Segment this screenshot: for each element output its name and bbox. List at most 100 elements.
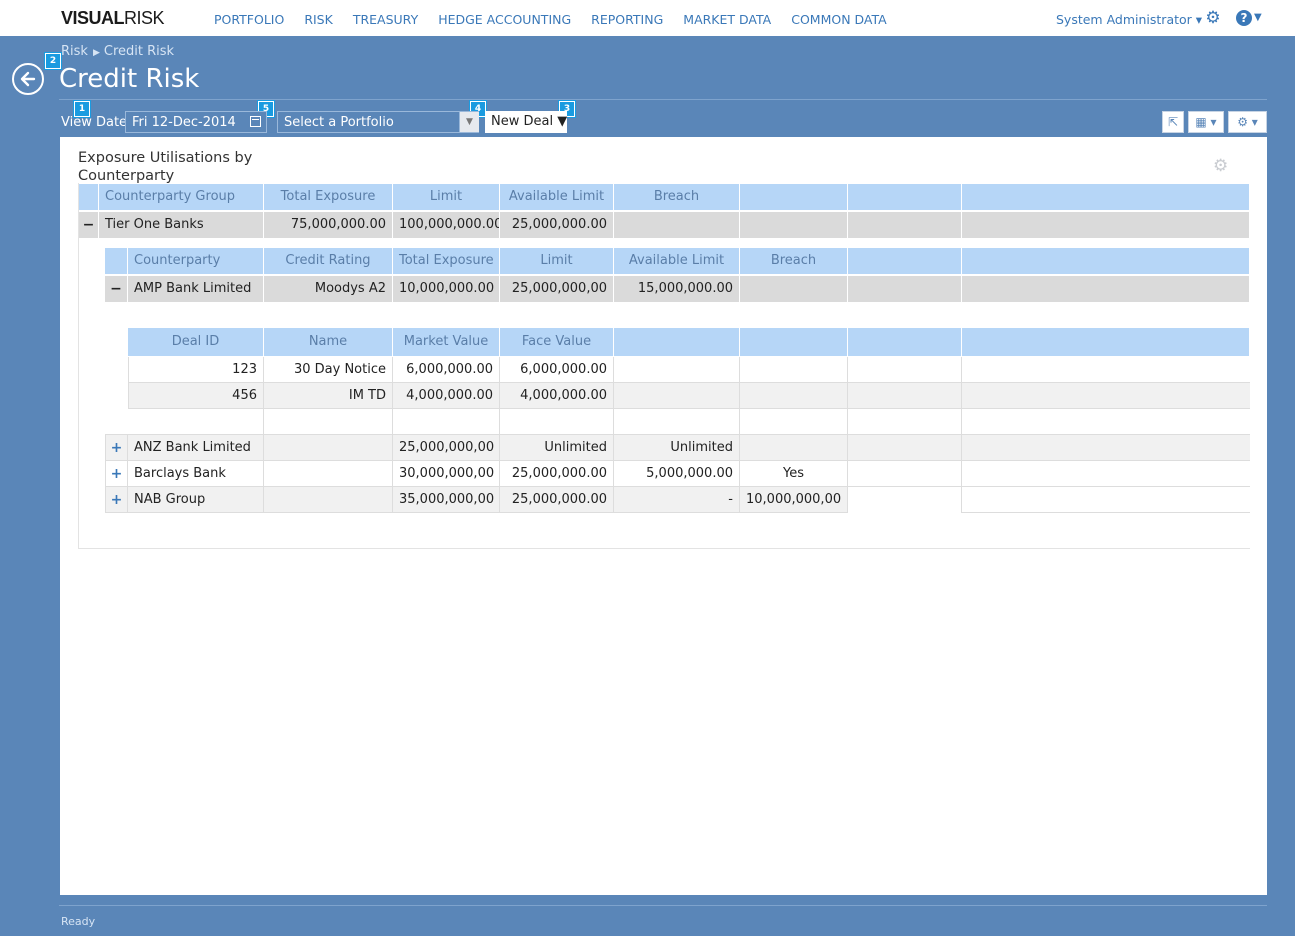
deal-name: 30 Day Notice	[264, 357, 393, 383]
portfolio-select[interactable]: Select a Portfolio	[277, 111, 479, 133]
header-total-exposure[interactable]: Total Exposure	[393, 248, 500, 274]
limit: 25,000,000,00	[500, 276, 614, 302]
face-value: 6,000,000.00	[500, 357, 614, 383]
status-divider	[59, 905, 1267, 906]
header-market-value[interactable]: Market Value	[393, 328, 500, 356]
counterparty-row[interactable]: + NAB Group 35,000,000,00 25,000,000.00 …	[105, 487, 1250, 513]
title-divider	[59, 99, 1267, 100]
toolbar-settings-gear-icon[interactable]: ⚙ ▾	[1228, 111, 1267, 133]
nav-common-data[interactable]: COMMON DATA	[791, 12, 887, 27]
empty-cell	[500, 409, 614, 435]
empty-cell	[848, 435, 962, 461]
limit: 25,000,000.00	[500, 461, 614, 487]
deal-id: 456	[128, 383, 264, 409]
counterparty-row[interactable]: + Barclays Bank 30,000,000,00 25,000,000…	[105, 461, 1250, 487]
nav-hedge-accounting[interactable]: HEDGE ACCOUNTING	[438, 12, 572, 27]
calendar-icon[interactable]	[250, 116, 261, 127]
face-value: 4,000,000.00	[500, 383, 614, 409]
header-empty	[848, 248, 962, 274]
portfolio-dropdown-button[interactable]: ▼	[459, 112, 479, 132]
empty-cell	[264, 409, 393, 435]
view-date-label: View Date	[61, 115, 128, 130]
header-available-limit[interactable]: Available Limit	[500, 184, 614, 210]
empty-cell	[740, 409, 848, 435]
deal-row[interactable]: 123 30 Day Notice 6,000,000.00 6,000,000…	[128, 357, 1250, 383]
deal-header-row: Deal ID Name Market Value Face Value	[128, 328, 1250, 356]
counterparty-row[interactable]: − AMP Bank Limited Moodys A2 10,000,000.…	[105, 276, 1250, 302]
group-row[interactable]: − Tier One Banks 75,000,000.00 100,000,0…	[79, 212, 1250, 238]
counterparty-name: Barclays Bank	[128, 461, 264, 487]
app-logo[interactable]: VISUALRISK	[61, 8, 165, 28]
collapse-icon[interactable]: −	[79, 212, 99, 238]
nav-risk[interactable]: RISK	[304, 12, 333, 27]
empty-cell	[105, 409, 264, 435]
breach	[740, 435, 848, 461]
breadcrumb-risk[interactable]: Risk	[61, 44, 88, 59]
panel-title: Exposure Utilisations by Counterparty	[78, 150, 253, 184]
empty-cell	[848, 409, 962, 435]
header-counterparty-group[interactable]: Counterparty Group	[99, 184, 264, 210]
empty-cell	[848, 357, 962, 383]
available-limit: 5,000,000.00	[614, 461, 740, 487]
chevron-down-icon[interactable]: ▼	[1254, 12, 1262, 23]
help-icon[interactable]: ?	[1236, 10, 1252, 26]
view-date-field[interactable]: Fri 12-Dec-2014	[125, 111, 267, 133]
export-icon[interactable]: ⇱	[1162, 111, 1184, 133]
empty-cell	[848, 487, 962, 513]
page-title: Credit Risk	[59, 64, 200, 94]
breadcrumb-credit-risk[interactable]: Credit Risk	[103, 44, 175, 59]
empty-cell	[848, 212, 962, 238]
header-empty	[740, 328, 848, 356]
expand-icon[interactable]: +	[105, 461, 128, 487]
callout-badge-1: 1	[74, 101, 90, 117]
group-limit: 100,000,000.00	[393, 212, 500, 238]
nav-portfolio[interactable]: PORTFOLIO	[214, 12, 285, 27]
callout-badge-2: 2	[45, 53, 61, 69]
deal-id: 123	[128, 357, 264, 383]
expand-icon[interactable]: +	[105, 435, 128, 461]
exposure-grid	[78, 183, 1250, 549]
empty-cell	[740, 212, 848, 238]
counterparty-row[interactable]: + ANZ Bank Limited 25,000,000,00 Unlimit…	[105, 435, 1250, 461]
back-button[interactable]	[12, 63, 44, 95]
deal-row[interactable]: 456 IM TD 4,000,000.00 4,000,000.00	[128, 383, 1250, 409]
nav-treasury[interactable]: TREASURY	[352, 12, 419, 27]
market-value: 6,000,000.00	[393, 357, 500, 383]
header-counterparty[interactable]: Counterparty	[128, 248, 264, 274]
header-deal-id[interactable]: Deal ID	[128, 328, 264, 356]
expand-icon[interactable]: +	[105, 487, 128, 513]
settings-gear-icon[interactable]: ⚙	[1205, 8, 1221, 28]
header-face-value[interactable]: Face Value	[500, 328, 614, 356]
breach: 10,000,000,00	[740, 487, 848, 513]
header-empty	[740, 184, 848, 210]
header-breach[interactable]: Breach	[614, 184, 740, 210]
counterparty-header-row: Counterparty Credit Rating Total Exposur…	[105, 248, 1250, 274]
header-empty	[848, 328, 962, 356]
header-credit-rating[interactable]: Credit Rating	[264, 248, 393, 274]
new-deal-button[interactable]: New Deal ▼	[485, 111, 567, 133]
header-breach[interactable]: Breach	[740, 248, 848, 274]
header-available-limit[interactable]: Available Limit	[614, 248, 740, 274]
counterparty-name: NAB Group	[128, 487, 264, 513]
available-limit: Unlimited	[614, 435, 740, 461]
empty-cell	[962, 383, 1250, 409]
collapse-icon[interactable]: −	[105, 276, 128, 302]
nav-reporting[interactable]: REPORTING	[591, 12, 664, 27]
header-empty	[848, 184, 962, 210]
breadcrumb: Risk ▶ Credit Risk	[61, 44, 174, 59]
header-total-exposure[interactable]: Total Exposure	[264, 184, 393, 210]
main-nav: PORTFOLIO RISK TREASURY HEDGE ACCOUNTING…	[214, 12, 907, 27]
credit-rating: Moodys A2	[264, 276, 393, 302]
user-menu[interactable]: System Administrator ▾	[1056, 12, 1203, 27]
header-limit[interactable]: Limit	[393, 184, 500, 210]
header-spacer	[79, 184, 99, 210]
empty-cell	[740, 357, 848, 383]
total-exposure: 25,000,000,00	[393, 435, 500, 461]
market-value: 4,000,000.00	[393, 383, 500, 409]
header-limit[interactable]: Limit	[500, 248, 614, 274]
layout-grid-icon[interactable]: ▦ ▾	[1188, 111, 1224, 133]
nav-market-data[interactable]: MARKET DATA	[683, 12, 772, 27]
header-name[interactable]: Name	[264, 328, 393, 356]
panel-settings-gear-icon[interactable]: ⚙	[1213, 156, 1229, 176]
limit: 25,000,000.00	[500, 487, 614, 513]
